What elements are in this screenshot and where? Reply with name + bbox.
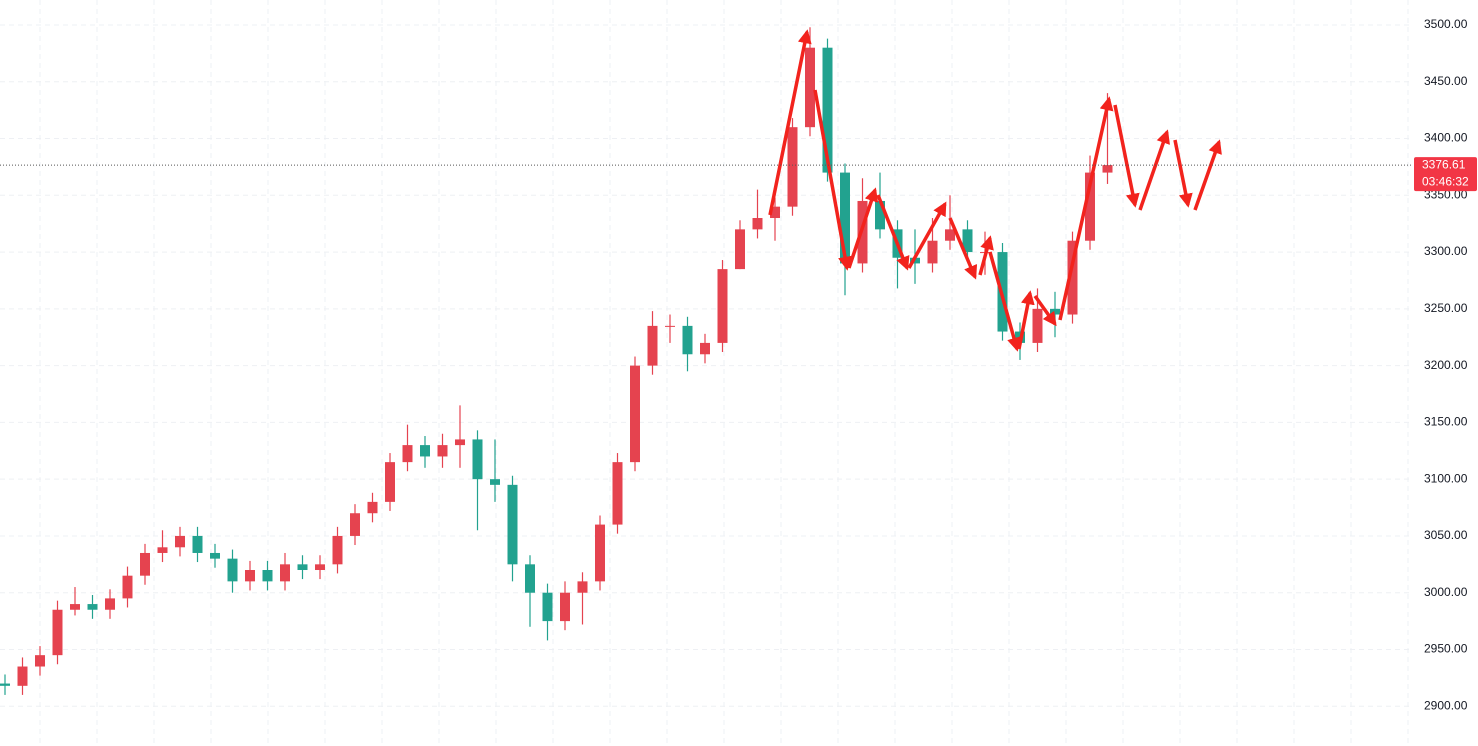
arrow xyxy=(1113,104,1140,208)
candle-body xyxy=(35,655,45,667)
arrow xyxy=(1058,96,1114,321)
y-tick-label: 3000.00 xyxy=(1424,585,1468,599)
candle-body xyxy=(1085,172,1095,241)
vertical-grid xyxy=(39,0,1409,746)
candle-body xyxy=(630,365,640,463)
candle-body xyxy=(787,127,798,207)
candle-body xyxy=(962,229,973,253)
y-tick-label: 2900.00 xyxy=(1424,698,1468,712)
candle-body xyxy=(420,445,430,457)
y-tick-label: 3100.00 xyxy=(1424,471,1468,485)
price-axis: 2900.00 2950.00 3000.00 3050.00 3100.00 3150.… xyxy=(1424,17,1468,712)
candle-body xyxy=(752,218,763,230)
candle-body xyxy=(332,535,343,565)
candle-body xyxy=(350,513,360,536)
candle-body xyxy=(402,445,413,463)
candle-body xyxy=(455,439,465,446)
y-tick-label: 3450.00 xyxy=(1424,74,1468,88)
candle-body xyxy=(770,206,780,219)
candle-body xyxy=(192,535,203,553)
candle-body xyxy=(140,552,150,576)
arrow xyxy=(1017,290,1035,350)
countdown-label: 03:46:32 xyxy=(1422,174,1469,188)
candle-body xyxy=(577,581,588,593)
y-tick-label: 3050.00 xyxy=(1424,528,1468,542)
horizontal-grid xyxy=(0,24,1412,707)
arrow xyxy=(978,235,994,276)
last-price-label: 3376.61 xyxy=(1422,157,1466,171)
candle-body xyxy=(805,47,815,128)
candle-body xyxy=(367,501,378,514)
candle-body xyxy=(665,325,675,327)
arrow xyxy=(988,251,1021,352)
candle-body xyxy=(52,609,63,656)
candle-body xyxy=(0,683,10,686)
y-tick-label: 3500.00 xyxy=(1424,17,1468,31)
drawn-arrows xyxy=(768,29,1222,352)
last-price-box xyxy=(1414,157,1477,192)
candle-body xyxy=(87,604,98,610)
candle-body xyxy=(297,564,308,571)
y-tick-label: 3250.00 xyxy=(1424,301,1468,315)
candle-body xyxy=(507,484,518,565)
arrow xyxy=(847,187,879,269)
arrow xyxy=(1193,139,1222,211)
candle-body xyxy=(927,240,938,264)
candle-body xyxy=(945,229,955,241)
candle-body xyxy=(542,592,553,622)
candle-body xyxy=(472,439,483,480)
candle-body xyxy=(1067,240,1078,315)
candle-body xyxy=(175,535,185,548)
y-tick-label: 3200.00 xyxy=(1424,358,1468,372)
arrow xyxy=(813,89,852,271)
candle-body xyxy=(822,47,833,173)
arrow xyxy=(768,29,812,216)
y-tick-label: 3300.00 xyxy=(1424,244,1468,258)
candle-body xyxy=(682,325,693,355)
candle-body xyxy=(17,666,28,686)
candle-body xyxy=(735,229,745,270)
candle-body xyxy=(700,342,710,355)
candle-body xyxy=(227,558,238,582)
arrow xyxy=(1138,129,1170,211)
candle-body xyxy=(560,592,570,622)
candle-body xyxy=(595,524,605,582)
candle-body xyxy=(1050,308,1060,315)
arrow xyxy=(1173,139,1193,208)
candle-body xyxy=(717,269,728,343)
candle-body xyxy=(157,547,168,553)
candle-body xyxy=(612,462,623,525)
y-tick-label: 3400.00 xyxy=(1424,131,1468,145)
candle-body xyxy=(245,570,255,582)
candle-body xyxy=(210,552,220,559)
arrow xyxy=(1033,294,1057,327)
y-tick-label: 2950.00 xyxy=(1424,642,1468,656)
candles xyxy=(0,27,1113,695)
candle-body xyxy=(875,200,885,230)
candle-body xyxy=(647,325,658,366)
candle-body xyxy=(280,564,290,582)
candle-body xyxy=(385,462,395,502)
candle-body xyxy=(315,564,325,571)
candle-body xyxy=(1032,308,1043,343)
candle-body xyxy=(1102,165,1113,173)
candle-body xyxy=(262,570,273,582)
y-tick-label: 3150.00 xyxy=(1424,415,1468,429)
arrow xyxy=(907,201,947,269)
candle-body xyxy=(840,172,850,264)
last-price: 3376.61 03:46:32 xyxy=(0,157,1477,192)
candle-body xyxy=(525,564,535,593)
candle-body xyxy=(70,604,80,610)
candle-body xyxy=(105,598,115,610)
candle-body xyxy=(490,479,500,485)
candle-body xyxy=(437,445,448,457)
candle-body xyxy=(122,575,133,599)
arrow xyxy=(876,194,910,271)
arrow xyxy=(948,217,978,280)
